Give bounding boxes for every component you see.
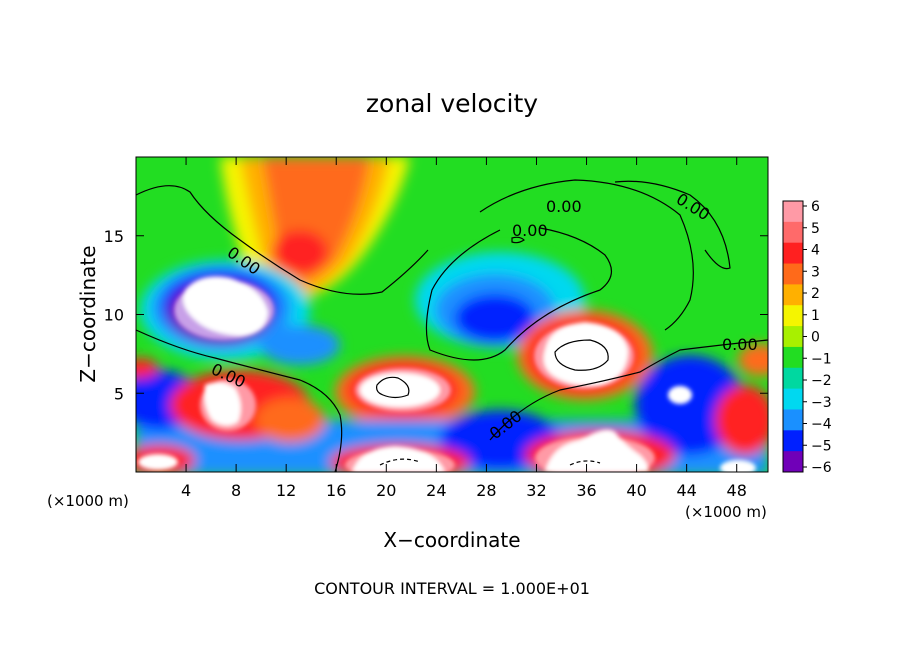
y-tick-label: 5 (114, 384, 124, 403)
contour-bottom-dashed-2 (569, 460, 601, 466)
contour-top-right (479, 179, 694, 331)
white-vortex-left (182, 276, 268, 336)
contour-inner-right (554, 339, 609, 371)
x-tick-label: 24 (426, 481, 446, 500)
lower-right-warm (715, 385, 768, 455)
left-edge-warm (136, 358, 158, 378)
x-tick-label: 40 (626, 481, 646, 500)
contour-corner (614, 180, 731, 270)
colorbar-swatch (783, 305, 803, 327)
colorbar-label: −1 (811, 351, 832, 367)
colorbar-swatch (783, 451, 803, 473)
x-axis-unit: (×1000 m) (685, 503, 767, 521)
y-axis-unit: (×1000 m) (47, 492, 129, 510)
colorbar-label: −6 (811, 460, 832, 476)
colorbar-swatch (783, 242, 803, 265)
white-eddy-right (543, 322, 628, 386)
y-axis-ticks: 5 10 15 (104, 227, 768, 403)
contour-tiny (511, 236, 525, 244)
white-eddy-center (360, 373, 440, 407)
colorbar-label: −5 (811, 438, 832, 454)
contour-label: 0.00 (722, 335, 758, 354)
white-bottom-right (545, 429, 649, 472)
colorbar-swatch (783, 326, 803, 348)
x-tick-label: 8 (231, 481, 241, 500)
zero-contours (136, 179, 768, 472)
colorbar-label: −2 (811, 373, 832, 389)
colorbar-swatch (783, 263, 803, 285)
contour-bottom-dashed-1 (379, 458, 421, 466)
x-tick-label: 36 (576, 481, 596, 500)
x-tick-label: 32 (526, 481, 546, 500)
colorbar-label: 4 (811, 243, 820, 259)
cold-band-center (260, 325, 340, 365)
colorbar-swatch (783, 201, 803, 223)
contour-left-lower (136, 329, 343, 472)
x-axis-label: X−coordinate (383, 528, 520, 552)
colorbar-label: 3 (811, 264, 820, 280)
colorbar-swatch (783, 221, 803, 244)
contour-inner-center (376, 376, 410, 399)
colorbar-label: 2 (811, 286, 820, 302)
contour-interval-footer: CONTOUR INTERVAL = 1.000E+01 (314, 579, 590, 598)
contour-lower-right-band (489, 339, 768, 441)
colorbar-label: 6 (811, 199, 820, 215)
colorbar-swatch (783, 284, 803, 306)
x-axis-ticks: 4 8 12 16 20 24 28 32 36 40 44 48 (181, 157, 747, 500)
saturated-regions (138, 276, 756, 472)
x-tick-label: 16 (326, 481, 346, 500)
white-right-cold-core (668, 386, 692, 404)
y-tick-label: 10 (104, 306, 124, 325)
colorbar-swatch (783, 409, 803, 431)
contour-label: 0.00 (512, 221, 548, 240)
contour-big-arc (425, 227, 612, 361)
colorbar-label: −4 (811, 417, 832, 433)
contour-upper-left (136, 185, 429, 295)
white-bottom-left (138, 454, 178, 470)
lower-left-warm-2 (255, 398, 325, 442)
white-blob-lower-left (204, 382, 241, 426)
x-tick-label: 44 (676, 481, 696, 500)
colorbar-swatch (783, 346, 803, 369)
x-tick-label: 12 (276, 481, 296, 500)
colorbar: 6 5 4 3 2 1 0 −1 −2 −3 −4 −5 −6 (782, 199, 832, 476)
colorbar-label: 1 (811, 308, 820, 324)
colorbar-swatch (783, 388, 803, 410)
velocity-field: 0.00 0.00 0.00 0.00 0.00 0.00 0.00 (136, 157, 768, 472)
contour-label: 0.00 (546, 197, 582, 216)
cold-vortex-mid-deep (455, 294, 535, 342)
x-tick-label: 28 (476, 481, 496, 500)
colorbar-label: 0 (811, 330, 820, 346)
y-tick-label: 15 (104, 227, 124, 246)
colorbar-label: 5 (811, 221, 820, 237)
x-tick-label: 48 (727, 481, 747, 500)
plume-red-core (272, 230, 328, 274)
x-tick-label: 4 (181, 481, 191, 500)
colorbar-swatch (783, 367, 803, 390)
colorbar-swatch (783, 430, 803, 452)
white-bottom-right-edge (720, 460, 756, 472)
colorbar-label: −3 (811, 395, 832, 411)
chart-title: zonal velocity (366, 89, 538, 118)
x-tick-label: 20 (376, 481, 396, 500)
y-axis-label: Z−coordinate (76, 245, 100, 382)
white-bottom-mid (352, 446, 445, 472)
right-edge-warm (738, 344, 768, 376)
